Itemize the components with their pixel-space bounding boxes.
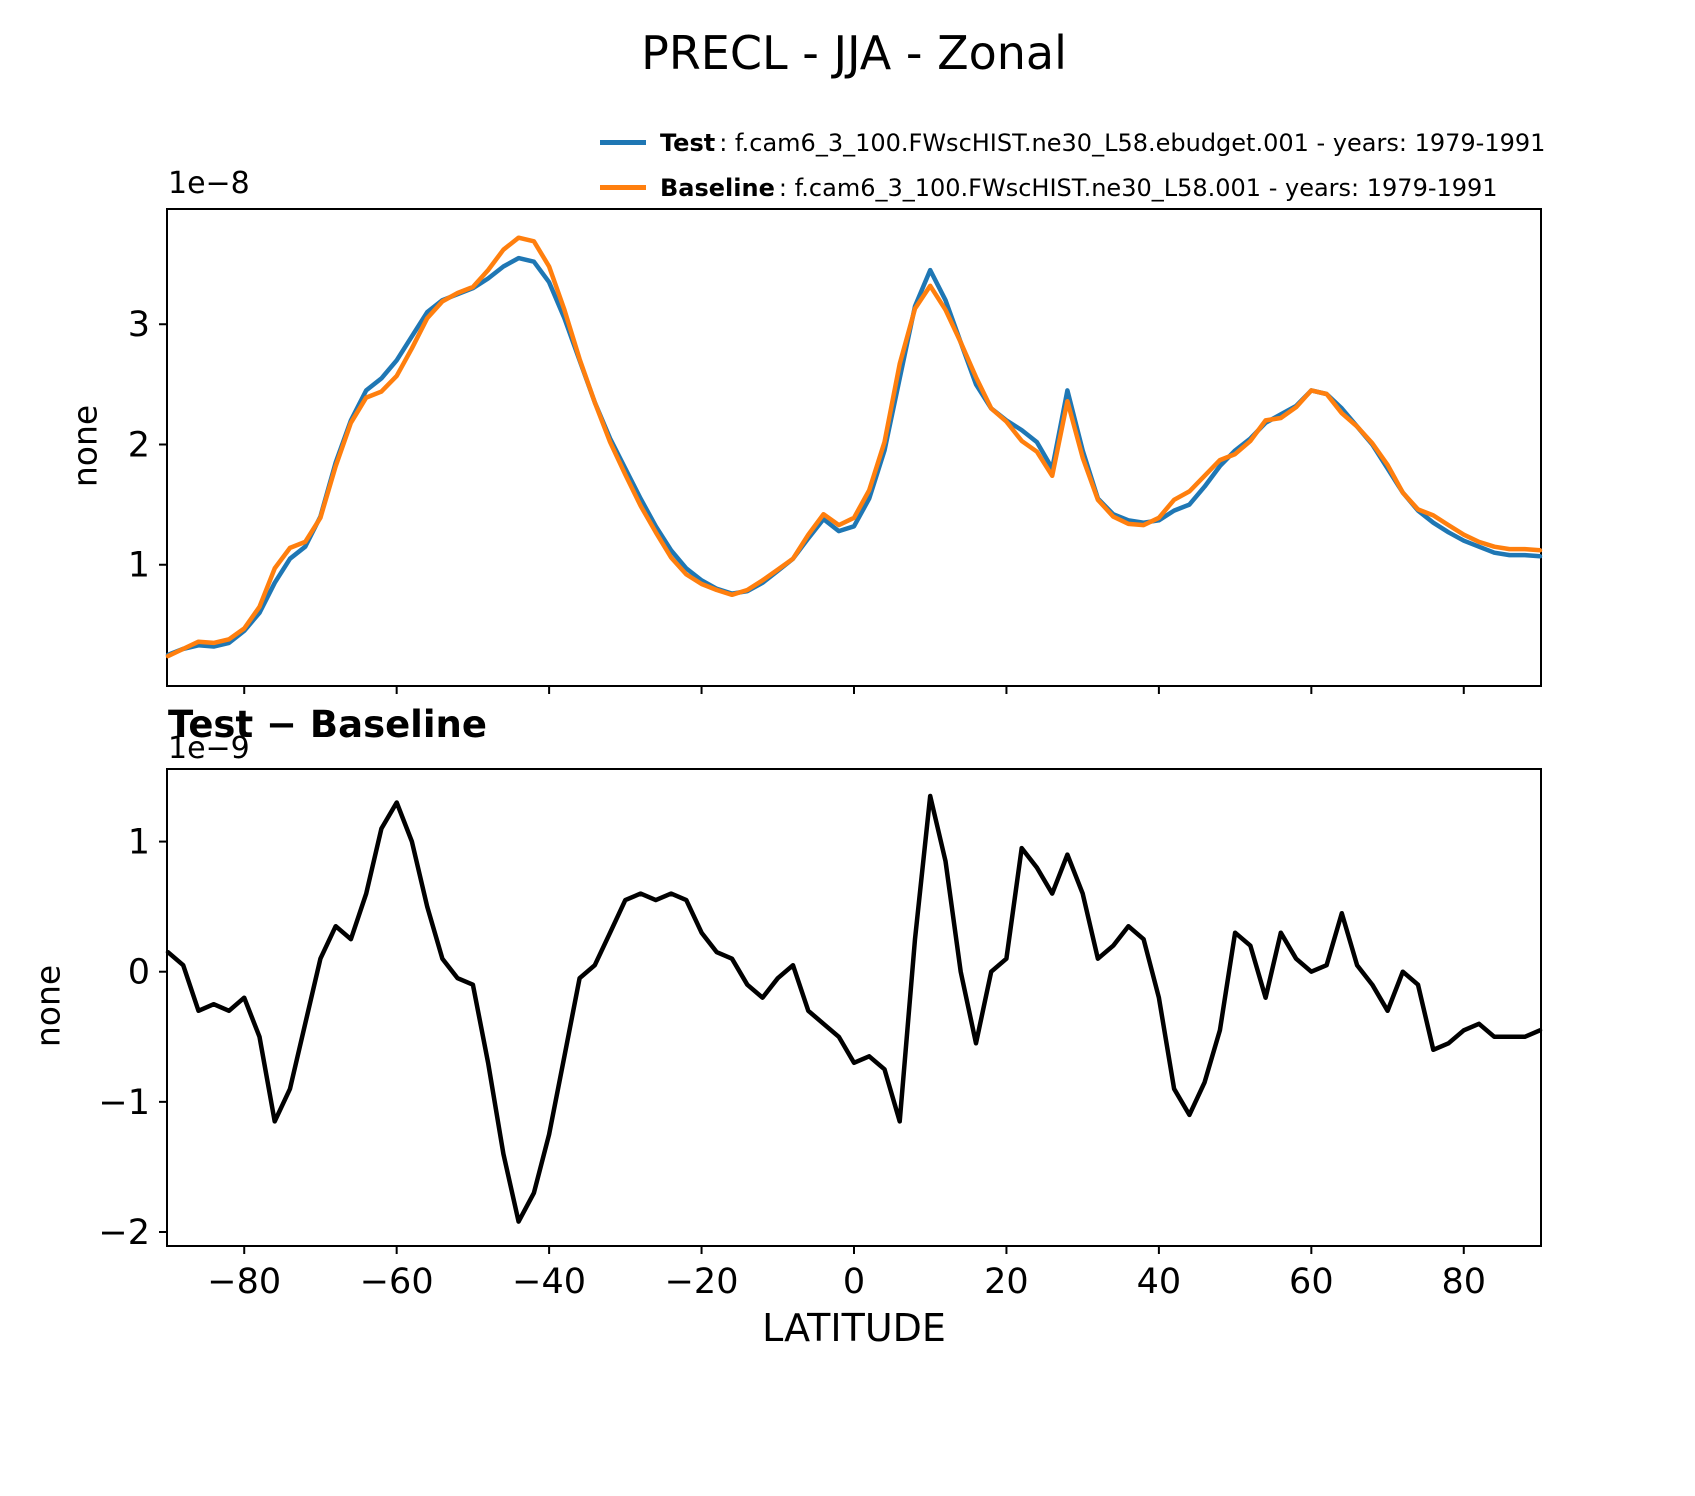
x-tick-label: −80 [207,1262,281,1302]
top-axis-offset-text: 1e−8 [168,166,250,201]
difference-title: Test − Baseline [168,703,487,746]
legend-baseline-desc: : f.cam6_3_100.FWscHIST.ne30_L58.001 - y… [778,173,1498,202]
x-tick-label: 20 [984,1262,1029,1302]
legend-item-test: Test : f.cam6_3_100.FWscHIST.ne30_L58.eb… [600,120,1545,165]
y-tick-label: −2 [98,1213,150,1253]
legend-test-desc: : f.cam6_3_100.FWscHIST.ne30_L58.ebudget… [719,128,1546,157]
y-tick-label: 2 [128,425,150,465]
legend: Test : f.cam6_3_100.FWscHIST.ne30_L58.eb… [600,120,1545,210]
test-minus-baseline-line [165,793,1543,1224]
top-axes: 1 2 3 [128,208,1543,694]
x-tick-label: −40 [512,1262,586,1302]
legend-baseline-name: Baseline [660,173,775,202]
baseline-line-swatch [600,185,646,190]
legend-test-name: Test [660,128,716,157]
x-tick-label: −60 [360,1262,434,1302]
x-axis-label: LATITUDE [762,1306,946,1350]
x-tick-label: 80 [1442,1262,1487,1302]
baseline-line [165,235,1543,659]
page-title: PRECL - JJA - Zonal [641,26,1067,80]
y-tick-label: 1 [128,546,150,586]
y-tick-label: 0 [128,953,150,993]
y-tick-label: 1 [128,823,150,863]
x-tick-label: −20 [665,1262,739,1302]
legend-item-baseline: Baseline : f.cam6_3_100.FWscHIST.ne30_L5… [600,165,1545,210]
y-tick-label: −1 [98,1083,150,1123]
test-line [165,255,1543,658]
bottom-axes: −80 −60 −40 −20 0 20 40 60 80 −2 −1 0 1 [98,768,1543,1302]
bottom-axis-offset-text: 1e−9 [168,731,250,766]
top-plot-svg: 1 2 3 [128,235,1543,694]
x-tick-label: 40 [1137,1262,1182,1302]
x-tick-label: 60 [1289,1262,1334,1302]
x-tick-label: 0 [843,1262,865,1302]
top-ylabel: none [65,404,105,488]
y-tick-label: 3 [128,305,150,345]
test-line-swatch [600,140,646,145]
bottom-ylabel: none [28,964,68,1048]
bottom-plot-svg: −80 −60 −40 −20 0 20 40 60 80 −2 −1 0 1 [98,793,1543,1302]
